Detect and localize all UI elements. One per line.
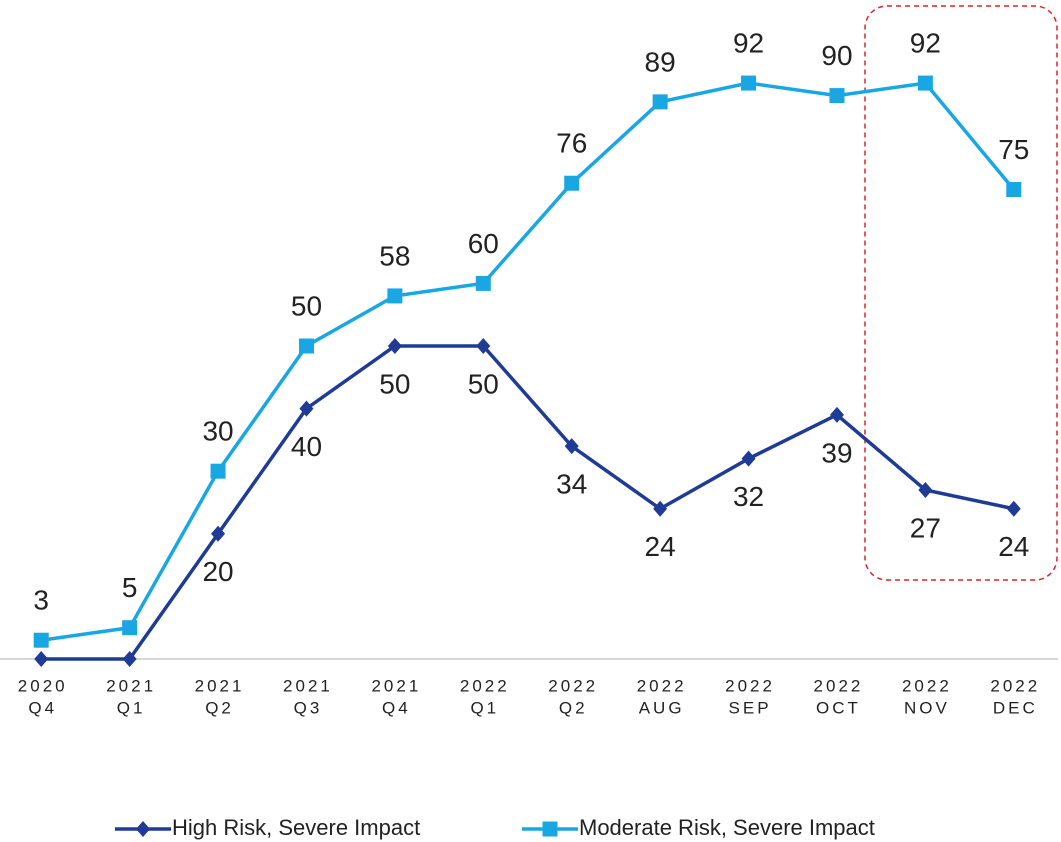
x-tick-label: Q2: [205, 698, 234, 717]
marker: [299, 400, 314, 417]
x-tick-label: OCT: [816, 698, 861, 717]
data-label: 34: [556, 469, 587, 500]
data-label: 90: [821, 40, 852, 71]
data-label: 92: [910, 27, 941, 58]
x-tick-label: 2022: [990, 676, 1040, 695]
x-tick-label: 2021: [106, 676, 156, 695]
data-label: 89: [645, 46, 676, 77]
marker: [917, 75, 933, 91]
data-label: 50: [468, 368, 499, 399]
data-label: 50: [379, 368, 410, 399]
x-tick-label: NOV: [904, 698, 950, 717]
data-label: 3: [33, 585, 49, 616]
x-tick-label: 2022: [637, 676, 687, 695]
data-label: 30: [202, 416, 233, 447]
x-tick-label: Q1: [117, 698, 146, 717]
legend-marker: [542, 821, 558, 837]
marker: [387, 338, 402, 354]
marker: [1006, 182, 1022, 197]
legend-label: Moderate Risk, Severe Impact: [579, 815, 875, 840]
series-line: [40, 81, 1016, 642]
marker: [298, 338, 314, 354]
x-tick-label: 2022: [902, 676, 952, 695]
legend-label: High Risk, Severe Impact: [172, 815, 420, 840]
marker: [476, 338, 491, 354]
data-label: 5: [122, 572, 138, 603]
marker: [475, 275, 491, 291]
data-label: 40: [291, 431, 322, 462]
x-tick-label: Q2: [559, 698, 588, 717]
data-label: 75: [998, 134, 1029, 165]
marker: [211, 525, 226, 542]
x-tick-label: 2020: [18, 676, 68, 695]
x-tick-label: 2021: [283, 676, 333, 695]
x-tick-label: Q4: [28, 698, 57, 717]
x-tick-label: 2021: [195, 676, 245, 695]
highlight-box: [864, 5, 1058, 581]
marker: [741, 75, 757, 91]
series-line: [41, 344, 1015, 661]
x-tick-label: 2022: [548, 676, 598, 695]
data-label: 92: [733, 27, 764, 58]
x-tick-label: AUG: [639, 698, 685, 717]
x-tick-label: 2022: [460, 676, 510, 695]
x-tick-label: Q3: [294, 698, 323, 717]
marker: [564, 438, 579, 455]
data-label: 60: [468, 228, 499, 259]
marker: [34, 651, 49, 667]
marker: [387, 288, 403, 304]
marker: [564, 175, 580, 191]
marker: [1006, 500, 1021, 517]
x-tick-label: Q4: [382, 698, 411, 717]
marker: [653, 500, 668, 517]
data-label: 24: [645, 531, 676, 562]
marker: [210, 463, 226, 479]
marker: [33, 632, 49, 648]
data-label: 32: [733, 481, 764, 512]
x-tick-label: SEP: [729, 698, 772, 717]
data-label: 39: [821, 437, 852, 468]
marker: [652, 94, 668, 110]
data-label: 76: [556, 128, 587, 159]
x-tick-label: 2022: [814, 676, 864, 695]
marker: [829, 88, 845, 104]
marker: [122, 620, 138, 636]
data-label: 50: [291, 290, 322, 321]
data-label: 20: [202, 556, 233, 587]
data-label: 27: [910, 512, 941, 543]
x-tick-label: 2022: [725, 676, 775, 695]
data-label: 58: [379, 240, 410, 271]
x-tick-label: 2021: [371, 676, 421, 695]
marker: [918, 481, 933, 498]
data-label: 24: [998, 531, 1029, 562]
marker: [741, 450, 756, 467]
marker: [122, 651, 137, 667]
marker: [829, 406, 844, 423]
legend-marker: [136, 821, 150, 837]
x-tick-label: Q1: [470, 698, 499, 717]
x-tick-label: DEC: [993, 698, 1038, 717]
